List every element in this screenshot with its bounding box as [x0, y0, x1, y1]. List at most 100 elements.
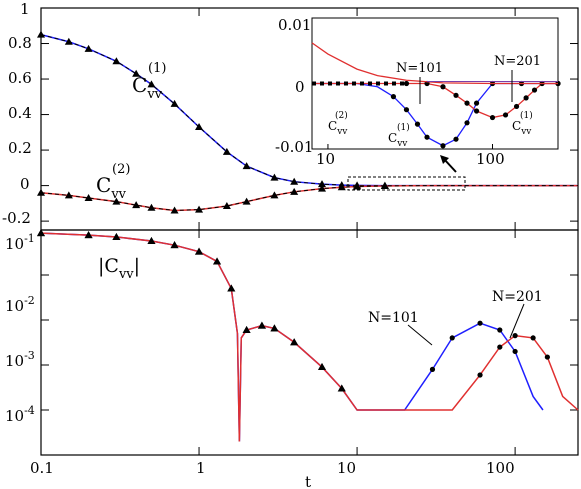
top-series-marker-1-0 — [37, 188, 45, 196]
bottom-series-dot-1-22 — [530, 335, 536, 341]
bottom-series-marker-1-0 — [37, 229, 45, 237]
bottom-series-marker-1-7 — [227, 284, 236, 292]
top-series-marker-1-10 — [270, 191, 279, 199]
top-ytick-label-1: 1 — [20, 0, 30, 18]
bottom-arrow-n201 — [509, 303, 525, 339]
top-series-marker-0-7 — [195, 122, 204, 130]
top-series-marker-1-7 — [195, 205, 204, 213]
zoom-arrow-head — [440, 155, 449, 164]
bottom-label-n201: N=201 — [492, 289, 543, 305]
inset-series-marker-0-4 — [403, 107, 410, 113]
bottom-series-marker-1-12 — [257, 321, 266, 329]
label-c1-main: C — [132, 73, 147, 97]
top-series-marker-1-9 — [242, 197, 251, 205]
bottom-series-marker-1-6 — [213, 257, 222, 265]
bottom-series-dot-0-19 — [429, 366, 436, 372]
top-series-marker-0-9 — [242, 162, 251, 170]
top-series-marker-1-13 — [337, 183, 346, 191]
inset-ytick-label-mid: 0 — [295, 78, 305, 96]
label-c2-sup: (2) — [112, 162, 130, 177]
inset-series-marker-0-8 — [453, 136, 459, 142]
bottom-series-dot-1-20 — [497, 344, 503, 350]
bottom-series-dot-0-23 — [512, 348, 518, 355]
inset-series-marker-0-6 — [424, 134, 430, 140]
inset-label-n101: N=101 — [396, 61, 443, 76]
bottom-xtick-label-10: 10 — [337, 459, 356, 477]
inset-series-marker-1-9 — [513, 103, 520, 110]
inset-series-marker-0-3 — [390, 94, 397, 100]
inset-series-line-0 — [312, 82, 558, 147]
inset-xtick-label-10: 10 — [316, 150, 335, 168]
inset-label-c1a-sup: (1) — [397, 122, 410, 133]
bottom-panel-frame — [40, 229, 579, 456]
bottom-series-marker-1-16 — [337, 384, 346, 392]
bottom-series-dot-0-22 — [497, 327, 503, 333]
top-series-marker-0-4 — [132, 69, 141, 77]
inset-label-n201: N=201 — [494, 54, 541, 69]
top-series-marker-0-12 — [318, 180, 327, 188]
bottom-series-dot-0-20 — [449, 335, 455, 341]
bottom-series-dot-1-19 — [477, 372, 483, 378]
bottom-xtick-label-1: 1 — [196, 459, 206, 477]
top-series-marker-1-3 — [112, 197, 121, 205]
top-series-marker-0-5 — [147, 80, 156, 88]
inset-series-marker-1-6 — [473, 108, 480, 114]
bottom-ytick-label-3: 10-3 — [5, 349, 35, 370]
bottom-ytick-label-4: 10-4 — [5, 404, 35, 425]
inset-ytick-label-bot: -0.01 — [275, 138, 313, 156]
inset-series-marker-1-3 — [440, 84, 446, 90]
top-series-marker-1-4 — [132, 201, 141, 209]
top-series-marker-1-12 — [318, 184, 327, 192]
inset-label-c1b-sup: (1) — [520, 110, 533, 121]
inset-label-c1b: Cvv — [512, 119, 532, 137]
top-ytick-label-04: 0.4 — [8, 104, 32, 122]
bottom-arrow-n101 — [407, 324, 433, 346]
inset-series-marker-1-11 — [531, 87, 538, 93]
label-c1-sup: (1) — [148, 61, 166, 76]
top-series-marker-0-8 — [222, 147, 231, 155]
inset-series-line-2 — [311, 42, 558, 85]
inset-series-marker-0-9 — [464, 120, 470, 126]
bottom-series-marker-1-14 — [290, 338, 299, 346]
top-ytick-label-08: 0.8 — [8, 34, 32, 52]
bottom-series-marker-1-15 — [318, 363, 327, 371]
top-ytick-label-02: 0.2 — [8, 139, 32, 157]
top-series-marker-0-11 — [290, 177, 299, 185]
label-c2-main: C — [96, 173, 111, 197]
top-ytick-label-06: 0.6 — [8, 69, 32, 87]
bottom-axes — [40, 230, 578, 455]
top-series-marker-0-6 — [170, 99, 179, 107]
inset-label-c2-sup: (2) — [335, 110, 348, 121]
inset-curves — [311, 42, 561, 149]
label-c1: Cvv — [132, 73, 163, 102]
bottom-ytick-label-2: 10-2 — [5, 294, 35, 315]
bottom-series-marker-1-1 — [84, 231, 93, 239]
top-series-marker-0-3 — [112, 57, 121, 65]
inset-series-marker-1-5 — [464, 100, 470, 106]
inset-ytick-label-top: 0.01 — [278, 16, 311, 34]
bottom-series-line-1 — [40, 232, 579, 442]
top-ytick-label-neg02: -0.2 — [2, 209, 31, 227]
bottom-series-marker-1-13 — [270, 324, 279, 332]
label-c2-sub: vv — [110, 187, 126, 202]
inset-xtick-label-100: 100 — [476, 150, 505, 168]
top-series-marker-1-15 — [380, 181, 389, 189]
label-c1-sub: vv — [146, 87, 162, 102]
inset-series-marker-1-4 — [453, 92, 459, 98]
top-series-marker-0-10 — [270, 173, 279, 181]
inset-label-c2: Cvv — [328, 119, 348, 137]
inset-series-marker-1-10 — [523, 95, 529, 101]
top-curves — [37, 30, 578, 214]
bottom-ytick-label-1: 10-1 — [5, 232, 35, 253]
top-series-marker-1-8 — [222, 202, 231, 210]
bottom-series-marker-1-2 — [112, 232, 121, 240]
inset-series-marker-1-1 — [403, 80, 410, 87]
top-series-dash-0 — [40, 34, 578, 187]
top-series-marker-0-1 — [64, 37, 73, 45]
top-series-marker-1-2 — [84, 194, 93, 202]
label-abs-cvv: |Cvv| — [98, 255, 140, 282]
top-series-marker-1-14 — [353, 182, 362, 190]
zoom-arrow — [443, 158, 457, 173]
inset-series-marker-1-7 — [489, 114, 496, 121]
